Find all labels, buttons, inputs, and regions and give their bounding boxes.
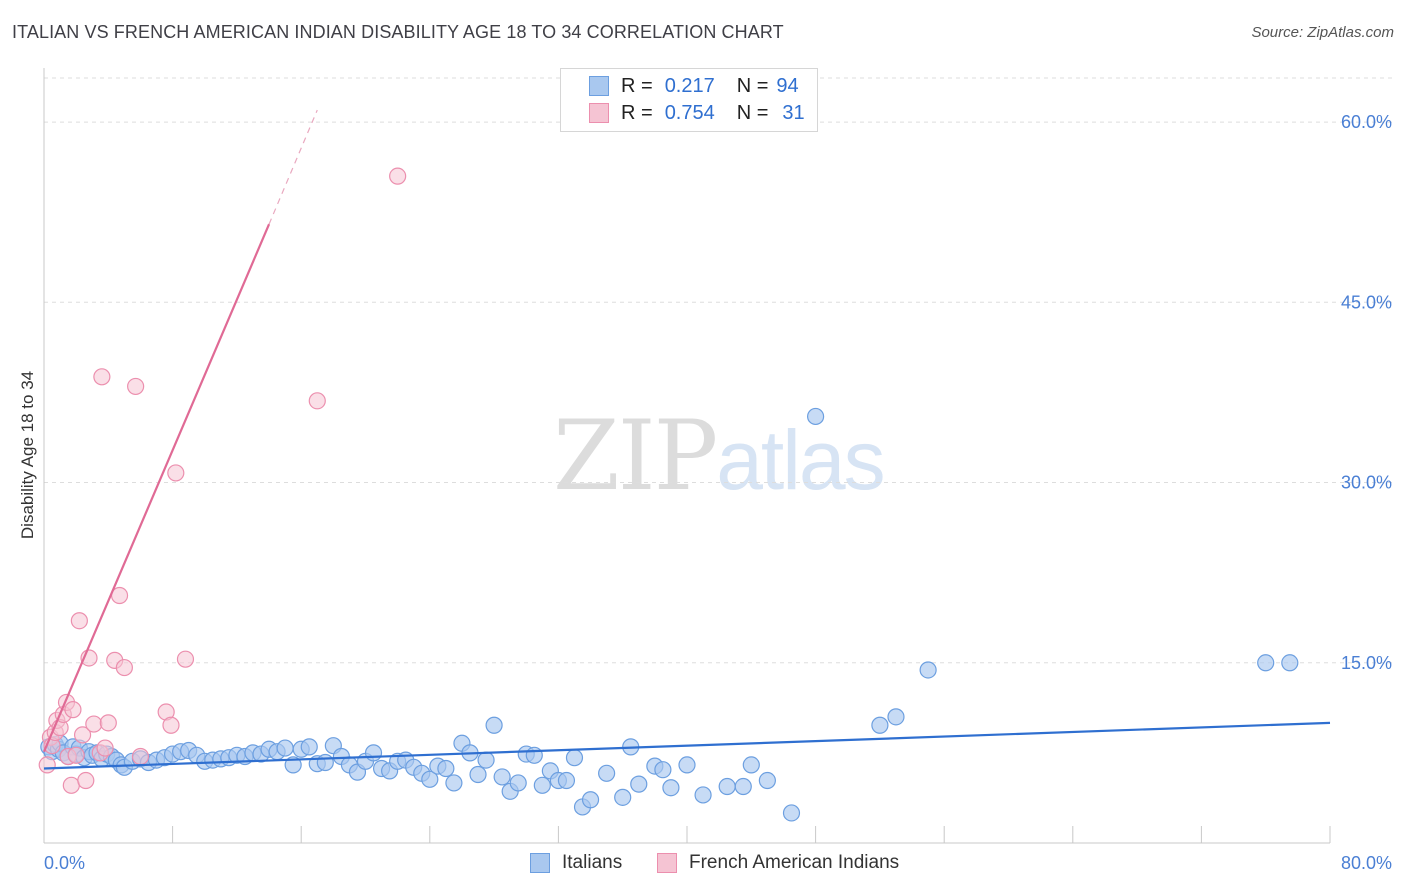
point-french — [38, 756, 56, 774]
point-french — [389, 167, 407, 185]
point-french — [115, 658, 133, 677]
point-italians — [734, 777, 752, 796]
point-italians — [509, 774, 527, 792]
point-italians — [533, 776, 551, 794]
point-italians — [614, 788, 632, 806]
point-italians — [598, 764, 616, 782]
point-french — [162, 716, 180, 734]
point-italians — [364, 744, 383, 762]
legend-r-label: R = — [621, 101, 653, 124]
point-italians — [806, 407, 825, 426]
point-french — [67, 746, 85, 764]
y-tick-label: 45.0% — [1341, 292, 1392, 312]
point-italians — [654, 761, 672, 779]
point-italians — [1257, 654, 1275, 672]
y-axis-label: Disability Age 18 to 34 — [18, 371, 37, 539]
legend-row-french: R = 0.754 N = 31 — [621, 100, 805, 126]
point-italians — [276, 739, 294, 757]
y-tick-label: 15.0% — [1341, 653, 1392, 673]
x-tick-label: 0.0% — [44, 853, 85, 873]
point-french — [131, 747, 150, 766]
point-italians — [887, 708, 905, 726]
point-italians — [300, 738, 318, 756]
point-italians — [525, 746, 543, 764]
legend-n-label: N = — [736, 74, 769, 97]
watermark: ZIPatlas — [553, 400, 886, 512]
point-french — [308, 392, 326, 410]
legend-n-value: 31 — [782, 101, 805, 124]
point-italians — [662, 779, 680, 797]
legend-label-italians: Italians — [562, 852, 623, 873]
trendline-french-extension — [268, 109, 318, 225]
point-italians — [581, 791, 600, 809]
point-italians — [742, 756, 760, 774]
point-italians — [493, 768, 511, 786]
point-italians — [678, 756, 696, 774]
point-french — [70, 612, 88, 630]
point-french — [85, 715, 103, 733]
legend-swatch-french — [657, 853, 677, 873]
legend-swatch-italians — [530, 853, 550, 873]
correlation-legend: R = 0.217 N = 94 R = 0.754 N = 31 — [560, 68, 818, 132]
point-french — [93, 368, 111, 386]
watermark-atlas: atlas — [716, 413, 885, 507]
point-italians — [477, 751, 495, 769]
source-label: Source: ZipAtlas.com — [1251, 24, 1394, 41]
point-french — [176, 650, 195, 668]
trendline-italians — [43, 721, 1331, 770]
series-legend-french: French American Indians — [657, 852, 899, 874]
point-french — [62, 776, 80, 794]
point-french — [73, 726, 92, 744]
legend-swatch-italians — [589, 76, 609, 96]
point-italians — [565, 749, 584, 767]
point-italians — [421, 770, 439, 788]
point-italians — [758, 771, 776, 790]
trendline-french — [42, 223, 271, 753]
point-italians — [782, 804, 801, 822]
point-italians — [437, 759, 455, 778]
y-tick-label: 60.0% — [1341, 112, 1392, 132]
point-italians — [469, 765, 487, 784]
watermark-zip: ZIP — [553, 400, 718, 512]
legend-swatch-french — [589, 103, 609, 123]
point-french — [64, 701, 82, 719]
legend-n-value: 94 — [776, 74, 799, 97]
point-french — [99, 714, 117, 732]
point-french — [77, 771, 95, 790]
point-french — [96, 739, 114, 757]
legend-row-italians: R = 0.217 N = 94 — [621, 73, 799, 99]
legend-r-value: 0.217 — [664, 74, 715, 97]
point-italians — [694, 786, 712, 804]
point-italians — [718, 777, 736, 796]
point-italians — [445, 774, 463, 792]
point-italians — [630, 775, 648, 793]
point-italians — [557, 771, 576, 790]
x-tick-label: 80.0% — [1341, 853, 1392, 873]
legend-r-label: R = — [621, 74, 653, 97]
point-italians — [485, 716, 503, 734]
point-italians — [919, 661, 937, 679]
chart-title: ITALIAN VS FRENCH AMERICAN INDIAN DISABI… — [12, 22, 784, 42]
point-french — [167, 464, 185, 482]
point-italians — [871, 716, 889, 734]
point-italians — [1281, 654, 1299, 672]
y-tick-label: 30.0% — [1341, 473, 1392, 493]
legend-n-label: N = — [736, 101, 769, 124]
series-legend-italians: Italians — [530, 852, 622, 874]
legend-label-french: French American Indians — [689, 852, 900, 873]
point-italians — [316, 753, 334, 772]
point-french — [127, 377, 145, 396]
legend-r-value: 0.754 — [664, 101, 715, 124]
